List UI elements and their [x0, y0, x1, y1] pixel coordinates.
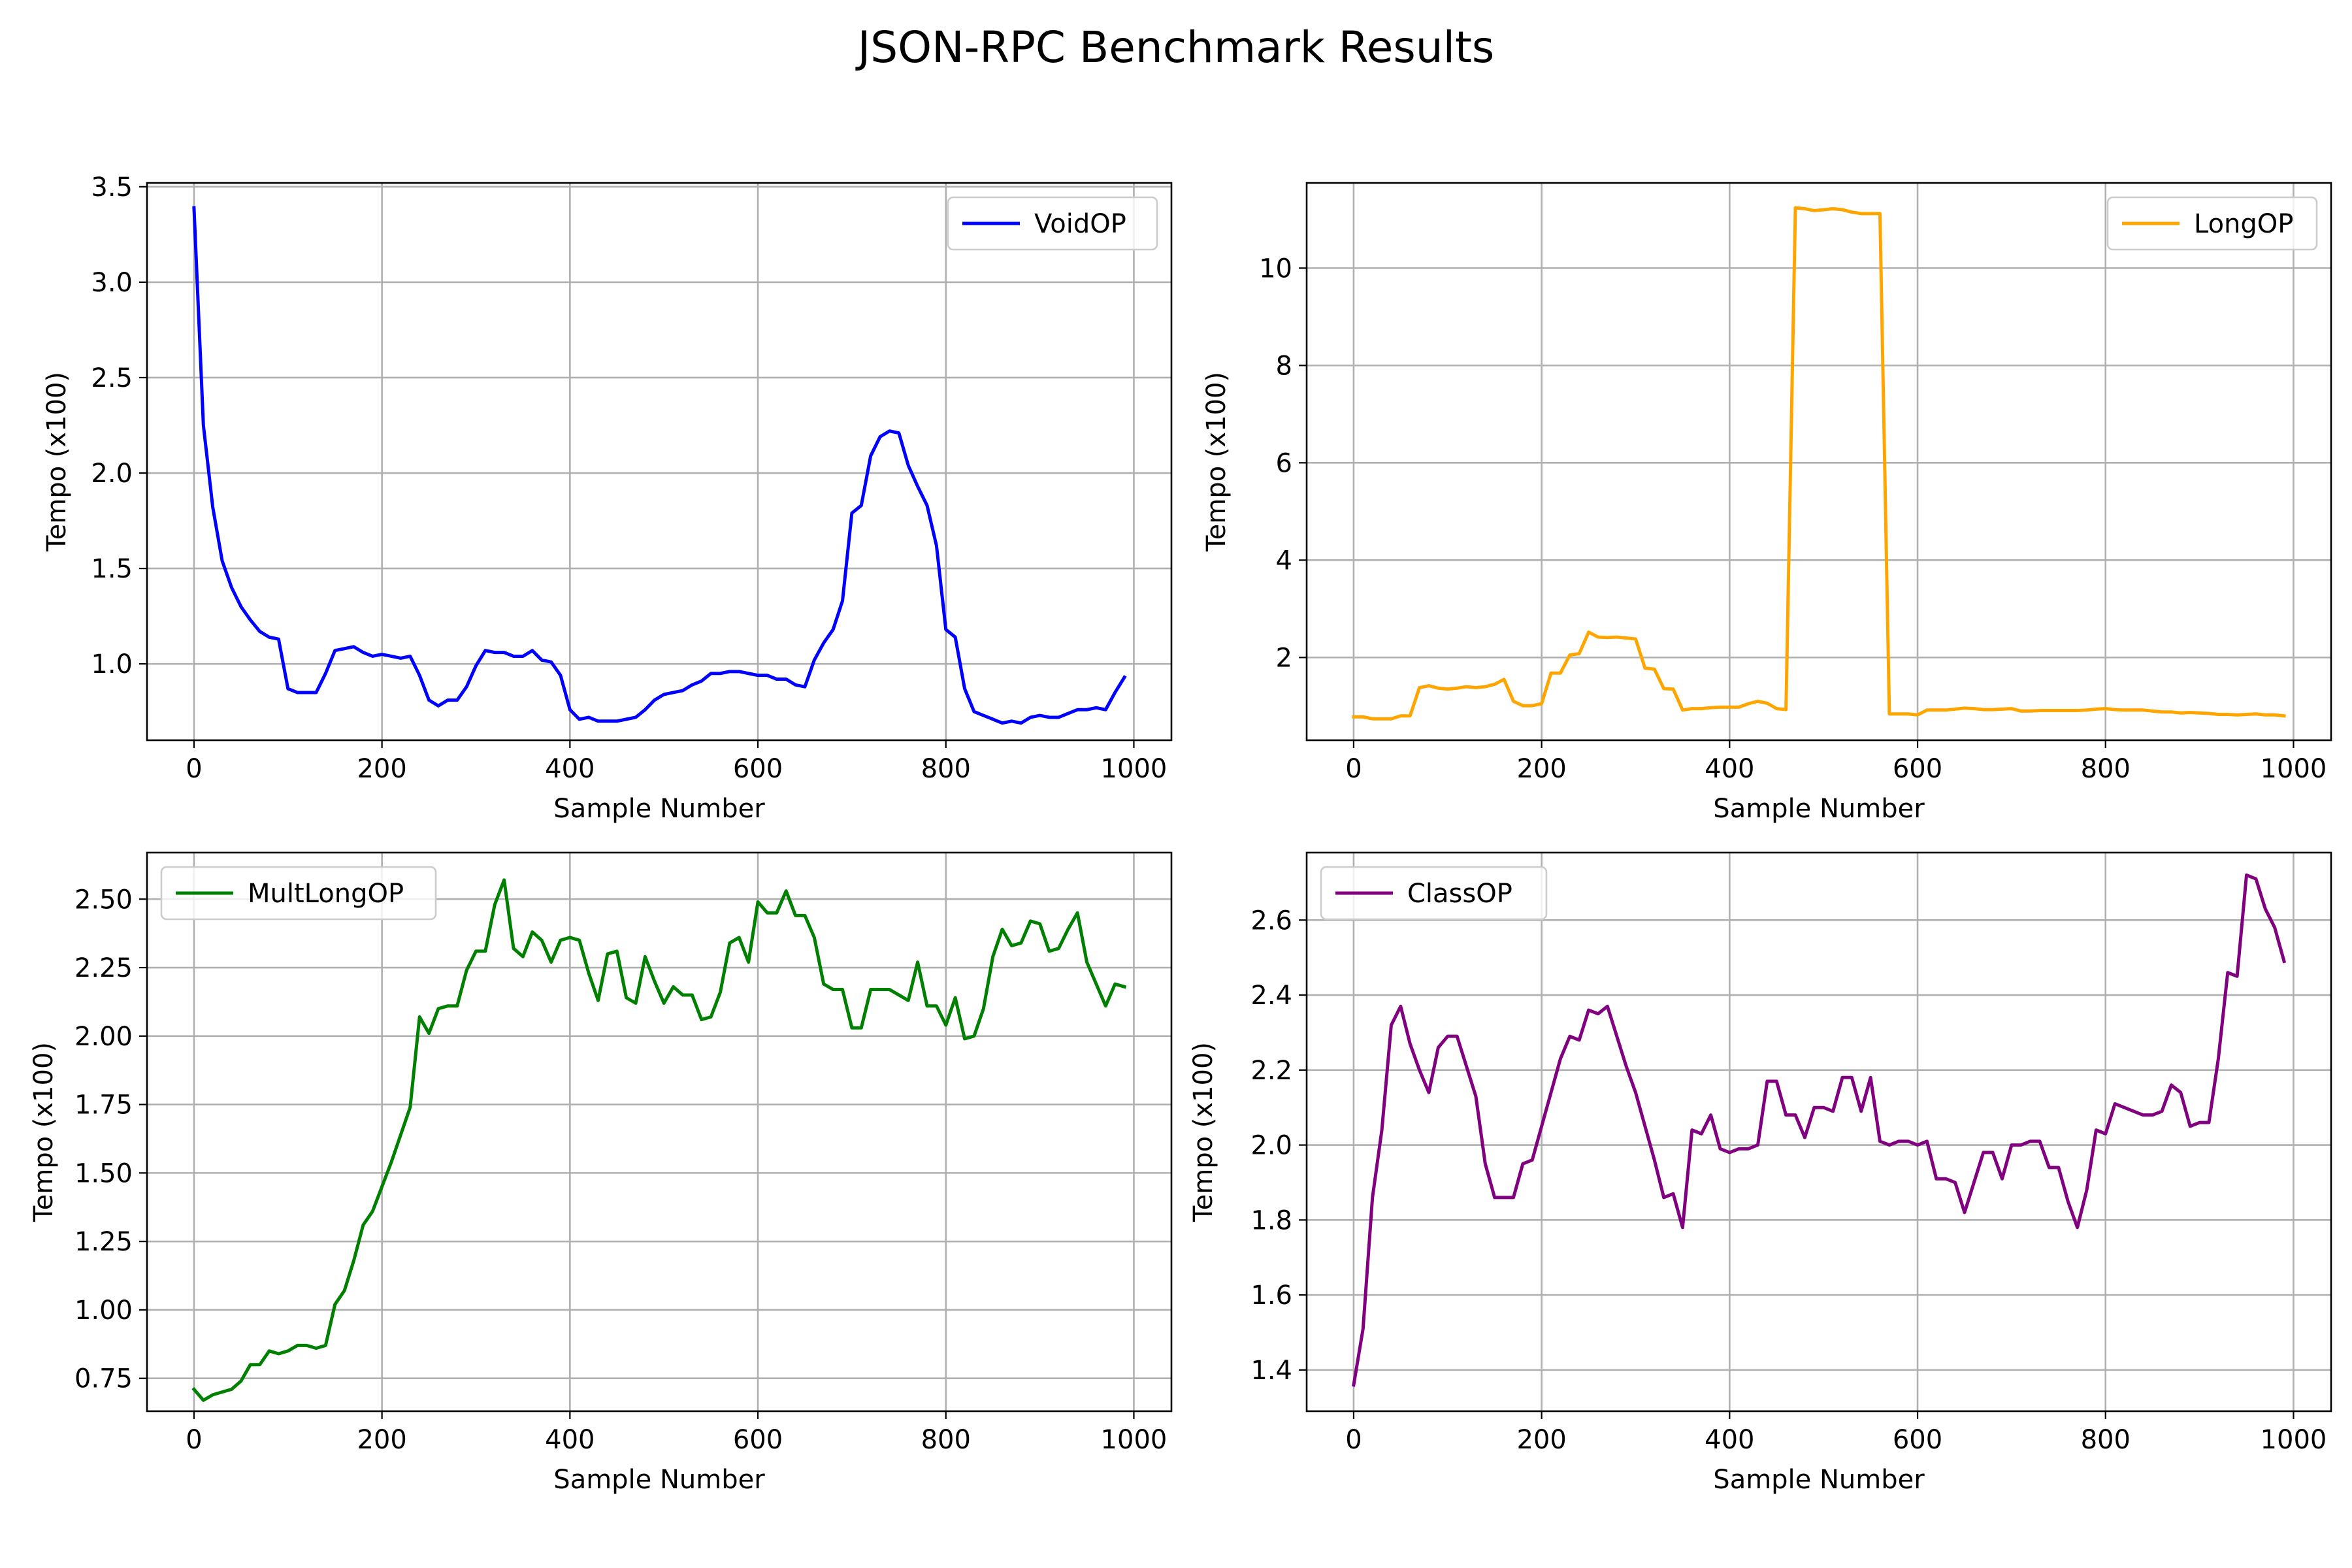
- x-tick-label: 600: [1893, 754, 1942, 784]
- y-axis-label: Tempo (x100): [1188, 1042, 1218, 1222]
- panel-multlongop: 0 200 400 600 800 1000 0.75 1.00 1.25 1.50 1.75 2.0…: [29, 851, 1173, 1495]
- legend: LongOP: [2106, 196, 2318, 251]
- y-tick-label: 1.4: [1250, 1356, 1292, 1386]
- y-tick-label: 2: [1276, 643, 1292, 673]
- gridlines: [1307, 853, 2331, 1411]
- x-axis-label: Sample Number: [553, 794, 765, 824]
- y-tick-label: 1.6: [1250, 1281, 1292, 1311]
- y-tick-label: 0.75: [74, 1364, 133, 1394]
- y-tick-label: 1.25: [74, 1227, 133, 1257]
- y-tick-label: 1.5: [91, 554, 133, 584]
- x-tick-label: 0: [186, 1425, 202, 1455]
- y-tick-label: 2.25: [74, 953, 133, 983]
- x-axis-label: Sample Number: [553, 1465, 765, 1495]
- x-tick-label: 400: [545, 1425, 595, 1455]
- series-line-voidop: [192, 206, 1127, 725]
- y-tick-label: 2.0: [1250, 1131, 1292, 1161]
- legend-label: MultLongOP: [248, 879, 404, 909]
- gridlines: [1307, 183, 2331, 740]
- x-tick-label: 600: [733, 754, 783, 784]
- y-tick-label: 10: [1259, 253, 1292, 284]
- x-tick-label: 800: [2081, 754, 2131, 784]
- panel-voidop: 0 200 400 600 800 1000 1.0 1.5 2.0 2.5 3.0 3.5 Sampl…: [42, 172, 1173, 824]
- y-tick-label: 4: [1276, 546, 1292, 576]
- y-tick-label: 2.0: [91, 459, 133, 489]
- x-tick-label: 0: [186, 754, 202, 784]
- y-tick-label: 3.0: [91, 268, 133, 298]
- legend-box: [2106, 196, 2318, 251]
- x-tick-label: 800: [921, 1425, 971, 1455]
- y-axis-label: Tempo (x100): [1201, 372, 1232, 552]
- y-axis-label: Tempo (x100): [42, 372, 72, 552]
- x-tick-label: 1000: [2261, 1425, 2327, 1455]
- y-tick-label: 2.5: [91, 363, 133, 393]
- figure-title: JSON-RPC Benchmark Results: [855, 22, 1494, 73]
- y-tick-label: 1.00: [74, 1296, 133, 1326]
- x-tick-label: 400: [1705, 754, 1754, 784]
- y-tick-label: 8: [1276, 351, 1292, 381]
- y-tick-label: 3.5: [91, 172, 133, 203]
- series-line-multlongop: [191, 878, 1127, 1402]
- y-axis-label: Tempo (x100): [29, 1042, 59, 1222]
- y-tick-label: 6: [1276, 448, 1292, 478]
- y-tick-label: 1.0: [91, 649, 133, 679]
- y-tick-label: 2.4: [1250, 981, 1292, 1011]
- y-tick-label: 2.50: [74, 885, 133, 915]
- legend: MultLongOP: [160, 866, 437, 921]
- x-axis-label: Sample Number: [1713, 794, 1925, 824]
- x-tick-label: 800: [2081, 1425, 2131, 1455]
- axes-frame: [1305, 182, 2332, 742]
- axes-frame: [1305, 851, 2332, 1413]
- legend-label: VoidOP: [1034, 209, 1126, 239]
- legend: VoidOP: [947, 196, 1158, 251]
- x-tick-label: 200: [1516, 1425, 1566, 1455]
- series-line-longop: [1352, 206, 2286, 721]
- axes-frame: [146, 851, 1173, 1413]
- series-line-classop: [1352, 873, 2287, 1387]
- x-tick-label: 1000: [2261, 754, 2327, 784]
- x-tick-label: 0: [1345, 754, 1362, 784]
- y-tick-label: 1.8: [1250, 1205, 1292, 1235]
- legend-label: ClassOP: [1407, 879, 1512, 909]
- x-tick-label: 200: [357, 754, 406, 784]
- x-tick-label: 200: [1516, 754, 1566, 784]
- legend-box: [160, 866, 437, 921]
- y-tick-label: 1.50: [74, 1158, 133, 1188]
- legend-box: [1320, 866, 1548, 921]
- x-tick-label: 1000: [1101, 1425, 1168, 1455]
- x-tick-label: 200: [357, 1425, 406, 1455]
- y-tick-label: 2.00: [74, 1022, 133, 1052]
- x-tick-label: 1000: [1101, 754, 1168, 784]
- x-tick-label: 600: [733, 1425, 783, 1455]
- x-tick-label: 800: [921, 754, 971, 784]
- panel-longop: 0 200 400 600 800 1000 2 4 6 8 10 Sample Number Temp…: [1201, 182, 2332, 824]
- legend: ClassOP: [1320, 866, 1548, 921]
- panel-classop: 0 200 400 600 800 1000 1.4 1.6 1.8 2.0 2.2 2.4 2.6 Sa…: [1188, 851, 2332, 1495]
- x-tick-label: 400: [1705, 1425, 1754, 1455]
- x-tick-label: 0: [1345, 1425, 1362, 1455]
- legend-label: LongOP: [2194, 209, 2293, 239]
- legend-box: [947, 196, 1158, 251]
- y-tick-label: 1.75: [74, 1090, 133, 1120]
- axes-frame: [146, 182, 1173, 742]
- y-tick-label: 2.6: [1250, 906, 1292, 936]
- y-tick-label: 2.2: [1250, 1056, 1292, 1086]
- gridlines: [147, 183, 1171, 740]
- x-axis-label: Sample Number: [1713, 1465, 1925, 1495]
- x-tick-label: 400: [545, 754, 595, 784]
- x-tick-label: 600: [1893, 1425, 1942, 1455]
- gridlines: [147, 853, 1171, 1411]
- chart-panels: 0 200 400 600 800 10001.01.52.02.53.03.5Sampl…: [29, 172, 2332, 1495]
